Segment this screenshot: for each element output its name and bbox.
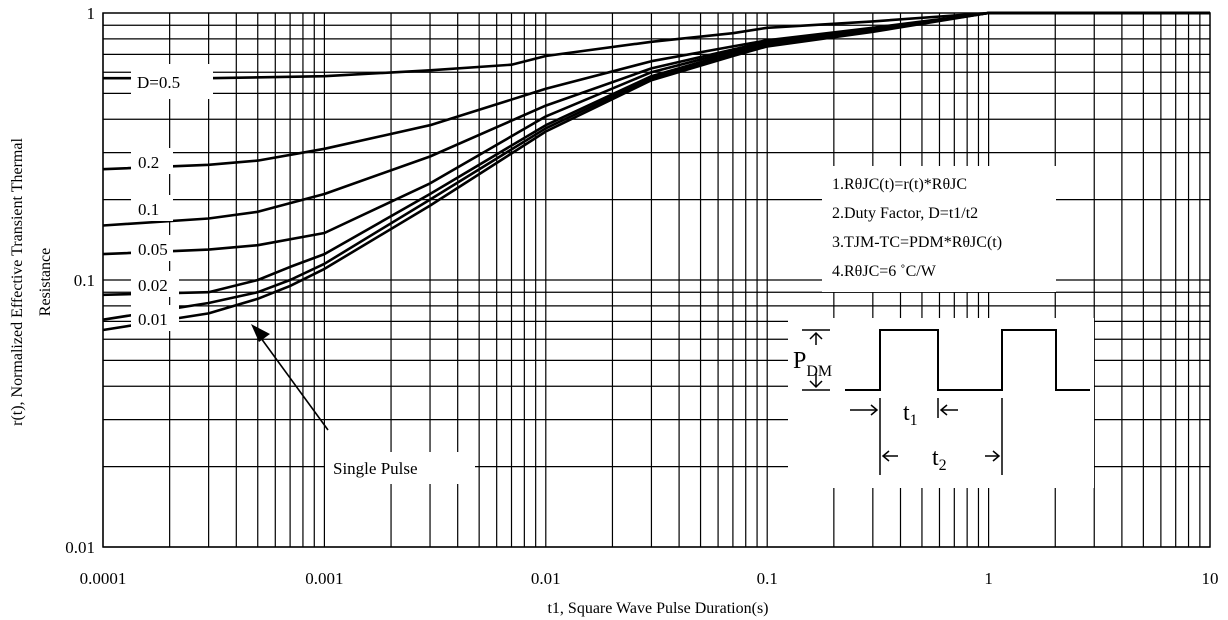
curve-label-d05: D=0.5 [137,73,180,92]
note-1: 1.RθJC(t)=r(t)*RθJC [832,176,967,193]
pdm-label: PDM [793,348,832,380]
y-axis-label-line-1: r(t), Normalized Effective Transient The… [9,138,26,426]
curve-label-01: 0.1 [138,200,159,219]
t1-arrowhead-left [870,404,879,416]
curve-label-001: 0.01 [138,310,168,329]
curve-label-02: 0.2 [138,153,159,172]
note-2: 2.Duty Factor, D=t1/t2 [832,205,978,222]
t1-label: t1 [903,400,918,429]
t2-letter: t [932,445,939,471]
pulse-waveform [845,329,1090,391]
series-line-1 [102,11,1210,171]
x-tick-label: 10 [1202,569,1219,588]
tick-labels: 0.0001 0.001 0.01 0.1 1 10 0.01 0.1 1 [65,4,1218,588]
label-box-002 [131,271,179,297]
x-tick-label: 1 [984,569,993,588]
y-axis-label-line-2: Resistance [37,248,54,316]
label-box-02 [131,148,173,174]
curve-labels: D=0.5 0.2 0.1 0.05 0.02 0.01 [131,64,213,331]
x-tick-label: 0.0001 [80,569,127,588]
series-line-6 [102,11,1210,332]
label-box-005 [131,235,173,261]
curve-label-005: 0.05 [138,240,168,259]
t1-letter: t [903,400,910,426]
pdm-subscript: DM [806,363,832,380]
pulse-waveform-inset: PDM t1 t2 [788,318,1094,488]
t2-subscript: 2 [939,457,947,474]
plot-area-border [102,12,1211,548]
notes-box: 1.RθJC(t)=r(t)*RθJC 2.Duty Factor, D=t1/… [822,166,1056,292]
label-box-001 [131,305,179,331]
y-tick-label: 1 [87,4,96,23]
x-tick-label: 0.01 [531,569,561,588]
x-tick-label: 0.1 [757,569,778,588]
single-pulse-annotation: Single Pulse [251,324,475,484]
single-pulse-box [325,452,475,484]
t1-subscript: 1 [910,412,918,429]
label-box-01 [131,195,173,221]
notes-background [822,166,1056,292]
y-axis-label: r(t), Normalized Effective Transient The… [9,138,54,426]
x-tick-label: 0.001 [305,569,343,588]
curve-label-002: 0.02 [138,276,168,295]
t2-arrowhead-left [881,450,890,462]
pdm-arrowhead-bottom [809,380,823,389]
note-3: 3.TJM-TC=PDM*RθJC(t) [832,234,1002,251]
x-axis-label: t1, Square Wave Pulse Duration(s) [547,600,768,617]
t1-arrowhead-right [939,404,948,416]
note-4: 4.RθJC=6 ˚C/W [832,263,937,280]
pdm-letter: P [793,348,806,374]
t2-arrowhead-right [992,450,1001,462]
pdm-arrowhead-top [809,331,823,340]
single-pulse-arrowhead [251,324,270,342]
y-tick-label: 0.1 [74,271,95,290]
single-pulse-label: Single Pulse [333,459,418,478]
label-box-d05 [131,64,213,99]
y-tick-label: 0.01 [65,538,95,557]
inset-background [788,318,1094,488]
single-pulse-arrow-line [257,333,329,431]
t2-label: t2 [932,445,947,474]
